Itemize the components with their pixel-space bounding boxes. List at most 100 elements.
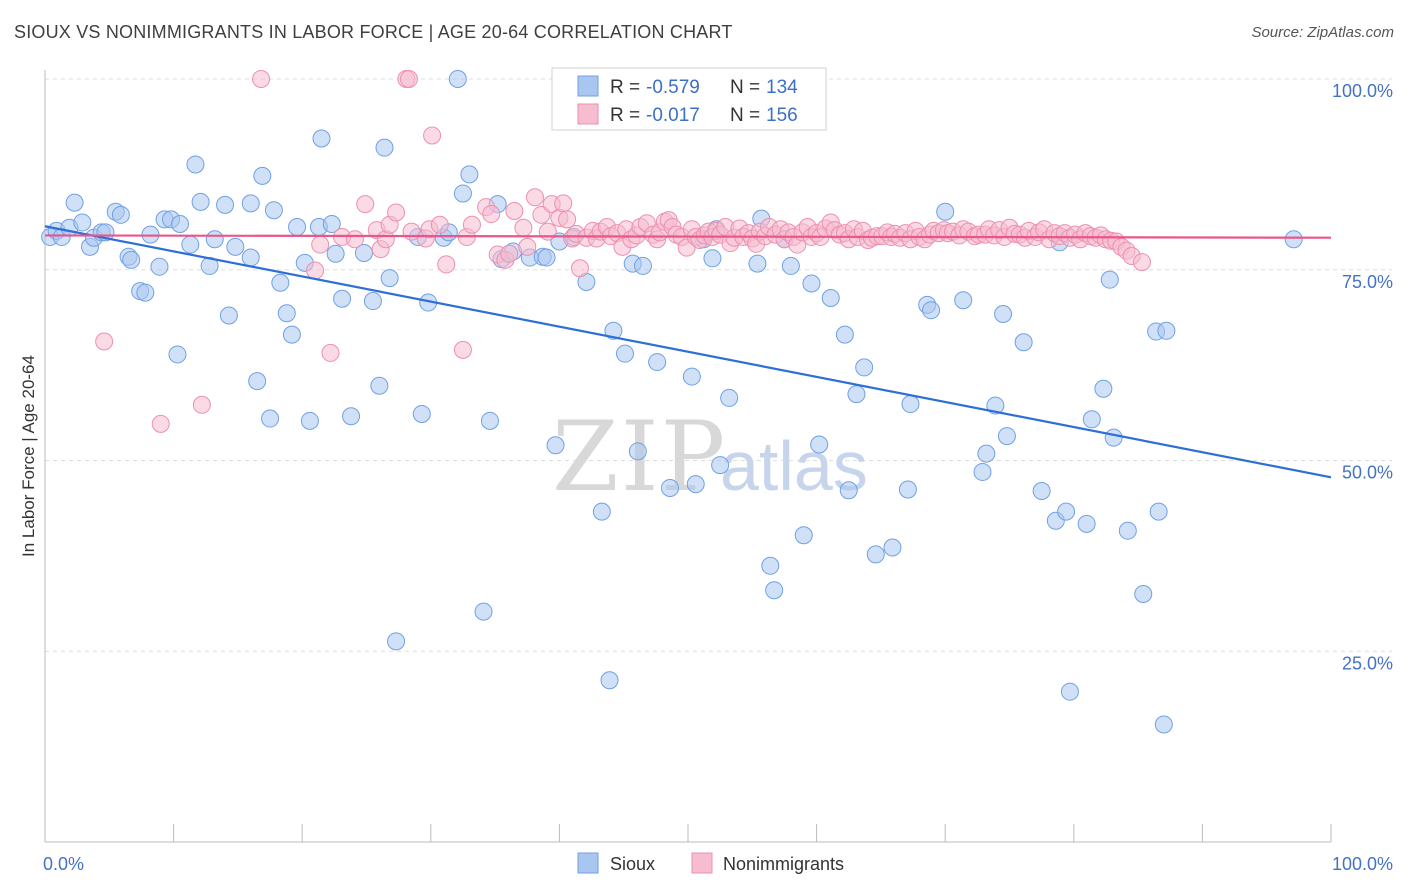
nonimmigrants-point-32: [514, 218, 533, 237]
sioux-point-59: [448, 70, 467, 88]
nonimmigrants-point-16: [399, 70, 418, 88]
sioux-point-106: [898, 480, 917, 499]
nonimmigrants-point-25: [462, 215, 481, 234]
nonimmigrants-point-34: [525, 188, 544, 207]
series-sioux-points: [41, 70, 1303, 734]
nonimmigrants-point-4: [306, 261, 325, 280]
sioux-point-24: [191, 192, 210, 211]
sioux-point-86: [703, 249, 722, 268]
legend-r-label-nonimmigrants: R =: [610, 105, 640, 126]
sioux-point-23: [186, 155, 205, 174]
nonimmigrants-point-40: [558, 210, 577, 229]
sioux-point-49: [363, 292, 382, 311]
sioux-point-109: [922, 301, 941, 320]
sioux-point-101: [839, 481, 858, 500]
sioux-point-127: [1104, 428, 1123, 447]
sioux-point-112: [973, 462, 992, 481]
x-tick-marks: [44, 824, 1332, 842]
nonimmigrants-point-0: [95, 332, 114, 351]
sioux-point-20: [168, 345, 187, 364]
legend-swatch-nonimmigrants: [577, 103, 599, 125]
y-tick-label-1: 75.0%: [1342, 272, 1393, 292]
sioux-point-88: [711, 456, 730, 475]
x-tick-labels: 0.0% 100.0%: [43, 854, 1393, 874]
grid-lines: [45, 78, 1392, 652]
bottom-legend: Sioux Nonimmigrants: [577, 852, 844, 874]
sioux-point-110: [936, 202, 955, 221]
nonimmigrants-point-22: [437, 255, 456, 274]
sioux-point-51: [375, 138, 394, 157]
y-axis-label: In Labor Force | Age 20-64: [19, 355, 38, 557]
sioux-point-77: [615, 344, 634, 363]
bottom-legend-swatch-sioux: [577, 852, 599, 874]
sioux-point-117: [1014, 333, 1033, 352]
sioux-point-82: [660, 478, 679, 497]
sioux-point-31: [241, 194, 260, 213]
sioux-point-125: [1094, 379, 1113, 398]
sioux-point-93: [765, 581, 784, 600]
sioux-point-132: [1154, 715, 1173, 734]
nonimmigrants-point-30: [500, 244, 519, 263]
sioux-point-115: [994, 305, 1013, 324]
sioux-point-105: [883, 538, 902, 557]
sioux-point-99: [821, 288, 840, 307]
sioux-point-38: [282, 325, 301, 344]
sioux-point-90: [748, 254, 767, 273]
legend-n-label-sioux: N =: [730, 77, 760, 98]
legend-n-label-nonimmigrants: N =: [730, 105, 760, 126]
series-nonimmigrants-points: [95, 70, 1151, 433]
nonimmigrants-point-6: [321, 343, 340, 362]
sioux-point-128: [1118, 521, 1137, 540]
nonimmigrants-point-14: [387, 203, 406, 222]
sioux-point-121: [1057, 502, 1076, 521]
sioux-point-124: [1077, 514, 1096, 533]
y-tick-label-3: 25.0%: [1342, 653, 1393, 673]
sioux-point-52: [380, 269, 399, 288]
nonimmigrants-point-36: [538, 222, 557, 241]
nonimmigrants-trend-line: [44, 234, 1332, 239]
sioux-point-47: [342, 407, 361, 426]
legend-r-value-sioux: -0.579: [646, 77, 700, 98]
sioux-point-27: [216, 195, 235, 214]
sioux-point-113: [977, 444, 996, 463]
sioux-point-33: [253, 166, 272, 185]
watermark: ZIP atlas: [552, 401, 868, 513]
sioux-point-30: [241, 248, 260, 267]
sioux-point-53: [387, 632, 406, 651]
sioux-point-133: [1157, 321, 1176, 340]
sioux-point-35: [264, 201, 283, 220]
sioux-point-84: [686, 475, 705, 494]
trend-lines: [44, 225, 1332, 479]
sioux-point-29: [226, 237, 245, 256]
sioux-point-63: [480, 411, 499, 430]
sioux-point-17: [150, 257, 169, 276]
sioux-point-76: [604, 321, 623, 340]
nonimmigrants-point-39: [554, 194, 573, 213]
nonimmigrants-point-33: [518, 237, 537, 256]
sioux-point-103: [855, 358, 874, 377]
sioux-point-45: [326, 244, 345, 263]
bottom-legend-label-nonimmigrants: Nonimmigrants: [723, 854, 844, 874]
sioux-point-79: [628, 442, 647, 461]
nonimmigrants-point-8: [345, 230, 364, 249]
sioux-point-69: [537, 248, 556, 267]
x-tick-label-0: 0.0%: [43, 854, 84, 874]
sioux-point-70: [546, 436, 565, 455]
sioux-point-89: [720, 388, 739, 407]
sioux-point-41: [300, 411, 319, 430]
sioux-point-74: [592, 502, 611, 521]
nonimmigrants-point-31: [505, 201, 524, 220]
sioux-point-95: [781, 256, 800, 275]
source-label: Source: ZipAtlas.com: [1251, 24, 1394, 41]
sioux-point-36: [271, 273, 290, 292]
sioux-point-43: [312, 129, 331, 148]
sioux-point-122: [1060, 682, 1079, 701]
sioux-point-21: [171, 214, 190, 233]
sioux-point-118: [1032, 482, 1051, 501]
sioux-point-126: [1100, 270, 1119, 289]
nonimmigrants-point-5: [311, 235, 330, 254]
sioux-point-114: [986, 396, 1005, 415]
bottom-legend-label-sioux: Sioux: [610, 854, 655, 874]
sioux-point-92: [761, 556, 780, 575]
sioux-point-104: [866, 545, 885, 564]
